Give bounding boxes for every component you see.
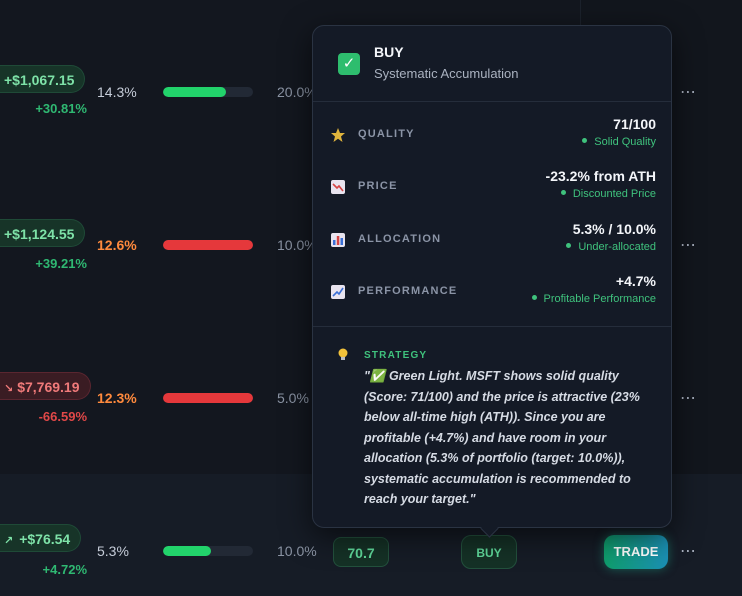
metric-note: Solid Quality: [582, 136, 656, 148]
metric-value: 5.3% / 10.0%: [572, 221, 656, 237]
metric-label: PERFORMANCE: [358, 285, 458, 297]
pnl-cell: ↗ +$76.54 +4.72%: [0, 511, 87, 581]
allocation-value: 5.3%: [97, 543, 129, 559]
strategy-label: STRATEGY: [364, 350, 428, 361]
line-chart-icon: [330, 284, 346, 300]
allocation-bar-fill: [163, 87, 226, 97]
allocation-bar: [163, 240, 253, 250]
allocation-value: 14.3%: [97, 84, 137, 100]
allocation-bar-fill: [163, 240, 253, 250]
pnl-cell: ↘ $7,769.19 -66.59%: [0, 358, 91, 424]
pnl-value: +$76.54: [19, 531, 71, 547]
pnl-percent: -66.59%: [38, 409, 87, 424]
target-allocation: 5.0%: [277, 390, 309, 406]
lightbulb-icon: [337, 348, 349, 365]
metric-value: -23.2% from ATH: [545, 168, 656, 184]
metric-performance: PERFORMANCE +4.7% Profitable Performance: [313, 273, 671, 325]
metric-label: ALLOCATION: [358, 233, 442, 245]
bar-chart-icon: [330, 232, 346, 248]
table-row[interactable]: +$1,067.15 +30.81% 14.3% 20.0% ⋯: [0, 52, 742, 132]
allocation-bar-fill: [163, 546, 211, 556]
strategy-text: "✅ Green Light. MSFT shows solid quality…: [364, 369, 640, 506]
allocation-value: 12.3%: [97, 390, 137, 406]
table-row[interactable]: +$1,124.55 +39.21% 12.6% 10.0% ⋯: [0, 205, 742, 285]
check-icon: ✓: [338, 53, 360, 75]
more-icon[interactable]: ⋯: [680, 84, 697, 101]
tooltip-divider: [313, 326, 671, 327]
tooltip-header: ✓ BUY Systematic Accumulation: [313, 26, 671, 102]
more-icon[interactable]: ⋯: [680, 390, 697, 407]
pnl-cell: +$1,124.55 +39.21%: [0, 205, 87, 271]
table-row[interactable]: ↘ $7,769.19 -66.59% 12.3% 5.0% ⋯: [0, 358, 742, 438]
allocation-value: 12.6%: [97, 237, 137, 253]
pnl-cell: +$1,067.15 +30.81%: [0, 52, 87, 118]
metric-value: +4.7%: [615, 273, 656, 289]
more-icon[interactable]: ⋯: [680, 543, 697, 560]
signal-title: BUY: [374, 44, 404, 60]
allocation-bar: [163, 87, 253, 97]
quality-score-badge[interactable]: 70.7: [333, 537, 389, 567]
metric-quality: QUALITY 71/100 Solid Quality: [313, 116, 671, 168]
metric-note: Discounted Price: [560, 188, 656, 200]
allocation-bar: [163, 393, 253, 403]
allocation-bar: [163, 546, 253, 556]
metric-label: PRICE: [358, 180, 398, 192]
target-allocation: 20.0%: [277, 84, 317, 100]
allocation-bar-fill: [163, 393, 253, 403]
pnl-percent: +39.21%: [35, 256, 87, 271]
pnl-pill: ↘ $7,769.19: [0, 372, 91, 400]
metric-label: QUALITY: [358, 128, 415, 140]
price-chart-icon: [330, 179, 346, 195]
target-allocation: 10.0%: [277, 543, 317, 559]
metric-price: PRICE -23.2% from ATH Discounted Price: [313, 168, 671, 220]
pnl-percent: +4.72%: [42, 562, 87, 577]
signal-tooltip: ✓ BUY Systematic Accumulation QUALITY 71…: [312, 25, 672, 538]
pnl-percent: +30.81%: [35, 101, 87, 116]
target-allocation: 10.0%: [277, 237, 317, 253]
signal-buy-badge[interactable]: BUY: [461, 535, 517, 569]
pnl-value: $7,769.19: [17, 379, 80, 395]
pnl-pill: ↗ +$76.54: [0, 524, 82, 552]
table-row[interactable]: ↗ +$76.54 +4.72% 5.3% 10.0% ⋯: [0, 511, 742, 591]
trend-up-icon: ↗: [4, 535, 14, 547]
pnl-value: +$1,067.15: [0, 65, 86, 93]
metric-value: 71/100: [613, 116, 656, 132]
trend-down-icon: ↘: [4, 383, 14, 395]
metric-note: Profitable Performance: [531, 293, 656, 305]
signal-subtitle: Systematic Accumulation: [374, 66, 519, 81]
metric-note: Under-allocated: [566, 241, 656, 253]
star-icon: [330, 127, 346, 143]
metric-allocation: ALLOCATION 5.3% / 10.0% Under-allocated: [313, 221, 671, 273]
pnl-value: +$1,124.55: [0, 219, 86, 247]
more-icon[interactable]: ⋯: [680, 237, 697, 254]
trade-button[interactable]: TRADE: [604, 535, 668, 569]
